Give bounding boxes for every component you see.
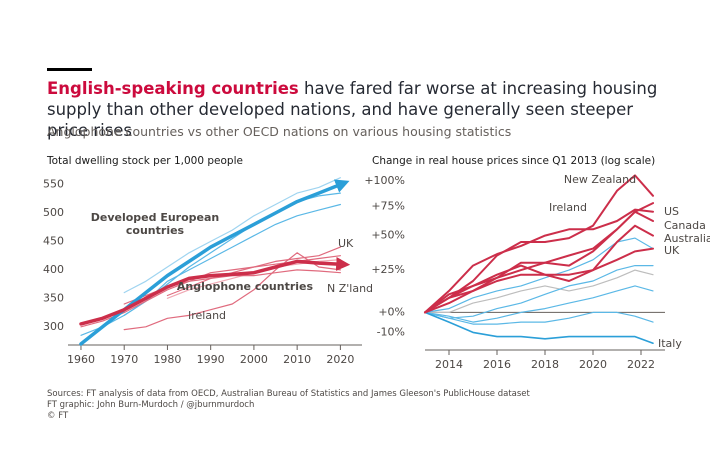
copyright: © FT (47, 411, 69, 421)
series-line (424, 269, 654, 313)
x-tick-label: 2022 (627, 358, 655, 371)
x-tick-label: 2014 (435, 358, 463, 371)
y-tick-label: -10% (377, 325, 405, 338)
y-tick-label: 400 (43, 263, 64, 276)
y-tick-label: +75% (371, 199, 405, 212)
series-label: UK (338, 237, 354, 250)
series-line (79, 256, 351, 326)
label-line: countries (126, 224, 185, 237)
series-label: Ireland (549, 201, 587, 214)
series-label: New Zealand (564, 173, 636, 186)
x-tick-label: 2000 (240, 353, 268, 366)
x-tick-label: 1990 (197, 353, 225, 366)
series-line (123, 252, 341, 331)
x-tick-label: 2018 (531, 358, 559, 371)
series-line (424, 247, 654, 314)
series-line (424, 208, 654, 314)
x-tick-label: 2010 (283, 353, 311, 366)
series-line (424, 311, 654, 344)
y-tick-label: +0% (378, 305, 405, 318)
x-tick-label: 2020 (326, 353, 354, 366)
footer: Sources: FT analysis of data from OECD, … (47, 389, 530, 422)
series-line (166, 246, 341, 297)
y-tick-label: 500 (43, 206, 64, 219)
y-tick-label: +25% (371, 263, 405, 276)
x-tick-label: 2016 (483, 358, 511, 371)
headline: English-speaking countries have fared fa… (47, 78, 667, 141)
series-line (424, 174, 654, 314)
series-line (424, 237, 654, 313)
headline-rest: have fared far worse at increasing housi… (47, 79, 658, 140)
x-tick-label: 1970 (110, 353, 138, 366)
series-line (424, 311, 654, 325)
series-label: Ireland (188, 309, 226, 322)
series-label: Anglophone countries (177, 280, 314, 293)
credit: FT graphic: John Burn-Murdoch / @jburnmu… (47, 400, 255, 410)
series-line (424, 285, 654, 323)
series-label: UK (664, 244, 680, 257)
series-label: Canada (664, 219, 706, 232)
source: Sources: FT analysis of data from OECD, … (47, 389, 530, 399)
x-tick-label: 1980 (153, 353, 181, 366)
chart-title: Change in real house prices since Q1 201… (372, 155, 655, 167)
accent-bar (47, 68, 92, 71)
series-label: Italy (658, 337, 682, 350)
series-line (123, 177, 341, 294)
series-label: Developed European countries (91, 211, 220, 237)
y-tick-label: 450 (43, 234, 64, 247)
x-tick-label: 1960 (67, 353, 95, 366)
series-label: N Z'land (327, 282, 373, 295)
y-tick-label: 350 (43, 291, 64, 304)
series-line (424, 210, 654, 314)
series-label: US (664, 205, 679, 218)
label-line: Developed European (91, 211, 220, 224)
x-tick-label: 2020 (579, 358, 607, 371)
y-tick-label: +50% (371, 229, 405, 242)
series-label: Australia (664, 232, 710, 245)
y-tick-label: +100% (364, 174, 405, 187)
chart-title: Total dwelling stock per 1,000 people (46, 155, 243, 167)
series-line (424, 265, 654, 319)
y-tick-label: 300 (43, 320, 64, 333)
y-tick-label: 550 (43, 178, 64, 191)
subtitle: Anglophone countries vs other OECD natio… (47, 124, 512, 139)
headline-highlight: English-speaking countries (47, 79, 299, 98)
series-line (123, 203, 341, 316)
